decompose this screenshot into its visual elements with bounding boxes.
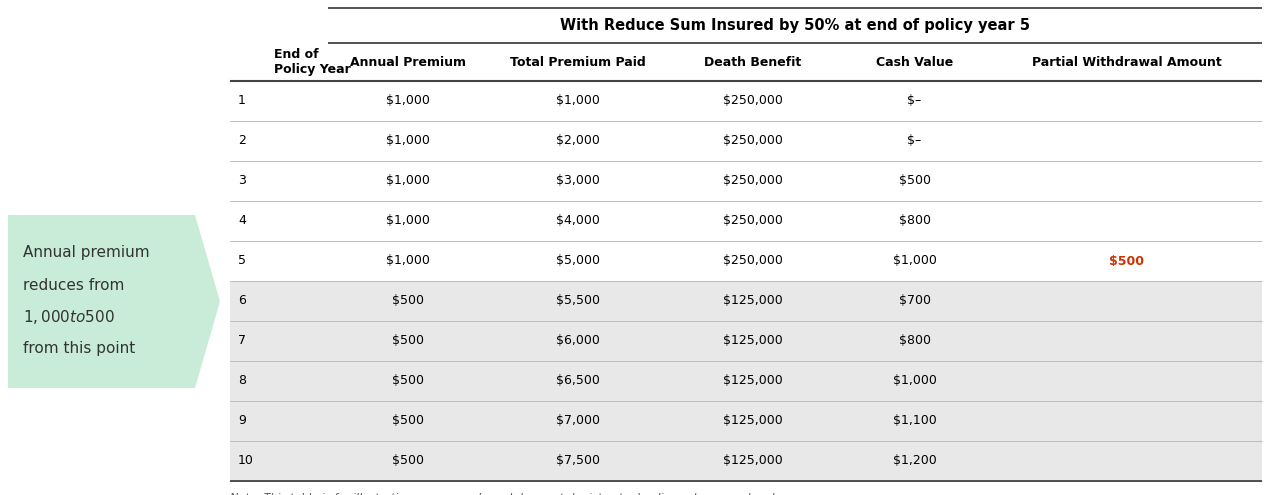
- Bar: [230, 161, 1262, 201]
- Text: $250,000: $250,000: [723, 214, 783, 228]
- Text: Total Premium Paid: Total Premium Paid: [511, 55, 646, 68]
- Text: $125,000: $125,000: [723, 295, 783, 307]
- Text: $6,500: $6,500: [556, 375, 600, 388]
- Text: $500: $500: [1108, 254, 1144, 267]
- Text: $800: $800: [899, 214, 931, 228]
- Text: $500: $500: [392, 414, 424, 428]
- Text: Policy Year: Policy Year: [274, 63, 351, 77]
- Text: 8: 8: [238, 375, 246, 388]
- Text: 5: 5: [238, 254, 246, 267]
- Text: $1,100: $1,100: [892, 414, 937, 428]
- Text: Annual Premium: Annual Premium: [349, 55, 466, 68]
- Text: $500: $500: [392, 295, 424, 307]
- Text: Annual premium: Annual premium: [23, 246, 150, 260]
- Text: $7,000: $7,000: [556, 414, 600, 428]
- Bar: [230, 121, 1262, 161]
- Text: With Reduce Sum Insured by 50% at end of policy year 5: With Reduce Sum Insured by 50% at end of…: [561, 18, 1030, 33]
- Bar: [230, 81, 1262, 121]
- Text: $1,000: $1,000: [387, 135, 430, 148]
- Text: $1,000: $1,000: [556, 95, 600, 107]
- Text: 1: 1: [238, 95, 246, 107]
- Text: $6,000: $6,000: [556, 335, 600, 347]
- Text: $800: $800: [899, 335, 931, 347]
- Text: 3: 3: [238, 175, 246, 188]
- Text: $5,500: $5,500: [556, 295, 600, 307]
- Text: $1,000: $1,000: [892, 375, 937, 388]
- Text: $–: $–: [908, 95, 922, 107]
- Bar: [230, 401, 1262, 441]
- Text: $500: $500: [392, 375, 424, 388]
- Text: $1,000: $1,000: [387, 95, 430, 107]
- Bar: [230, 441, 1262, 481]
- Text: $1,200: $1,200: [892, 454, 937, 467]
- Text: $3,000: $3,000: [556, 175, 600, 188]
- Text: $7,500: $7,500: [556, 454, 600, 467]
- Polygon shape: [8, 215, 220, 388]
- Text: $700: $700: [899, 295, 931, 307]
- Text: $1,000: $1,000: [387, 254, 430, 267]
- Text: $125,000: $125,000: [723, 335, 783, 347]
- Text: Cash Value: Cash Value: [876, 55, 954, 68]
- Bar: [230, 361, 1262, 401]
- Text: $250,000: $250,000: [723, 95, 783, 107]
- Text: $125,000: $125,000: [723, 375, 783, 388]
- Text: $500: $500: [392, 454, 424, 467]
- Text: $1,000: $1,000: [387, 175, 430, 188]
- Text: $1,000 to $500: $1,000 to $500: [23, 308, 115, 326]
- Text: reduces from: reduces from: [23, 278, 124, 293]
- Text: 4: 4: [238, 214, 246, 228]
- Text: 6: 6: [238, 295, 246, 307]
- Text: Partial Withdrawal Amount: Partial Withdrawal Amount: [1032, 55, 1221, 68]
- Bar: [230, 241, 1262, 281]
- Bar: [230, 281, 1262, 321]
- Text: $–: $–: [908, 135, 922, 148]
- Text: 9: 9: [238, 414, 246, 428]
- Text: from this point: from this point: [23, 342, 136, 356]
- Text: $250,000: $250,000: [723, 135, 783, 148]
- Text: $500: $500: [899, 175, 931, 188]
- Text: Note: This table is for illustration purpose only and does not depict actual pol: Note: This table is for illustration pur…: [230, 493, 792, 495]
- Bar: [230, 321, 1262, 361]
- Text: 7: 7: [238, 335, 246, 347]
- Text: $1,000: $1,000: [892, 254, 937, 267]
- Text: 2: 2: [238, 135, 246, 148]
- Text: End of: End of: [274, 48, 319, 60]
- Text: $2,000: $2,000: [556, 135, 600, 148]
- Text: $125,000: $125,000: [723, 414, 783, 428]
- Text: $5,000: $5,000: [556, 254, 600, 267]
- Text: $250,000: $250,000: [723, 175, 783, 188]
- Text: $500: $500: [392, 335, 424, 347]
- Text: $250,000: $250,000: [723, 254, 783, 267]
- Bar: [230, 201, 1262, 241]
- Bar: [230, 8, 1262, 43]
- Bar: [230, 43, 1262, 81]
- Text: 10: 10: [238, 454, 253, 467]
- Text: $125,000: $125,000: [723, 454, 783, 467]
- Text: Death Benefit: Death Benefit: [704, 55, 801, 68]
- Text: $4,000: $4,000: [556, 214, 600, 228]
- Text: $1,000: $1,000: [387, 214, 430, 228]
